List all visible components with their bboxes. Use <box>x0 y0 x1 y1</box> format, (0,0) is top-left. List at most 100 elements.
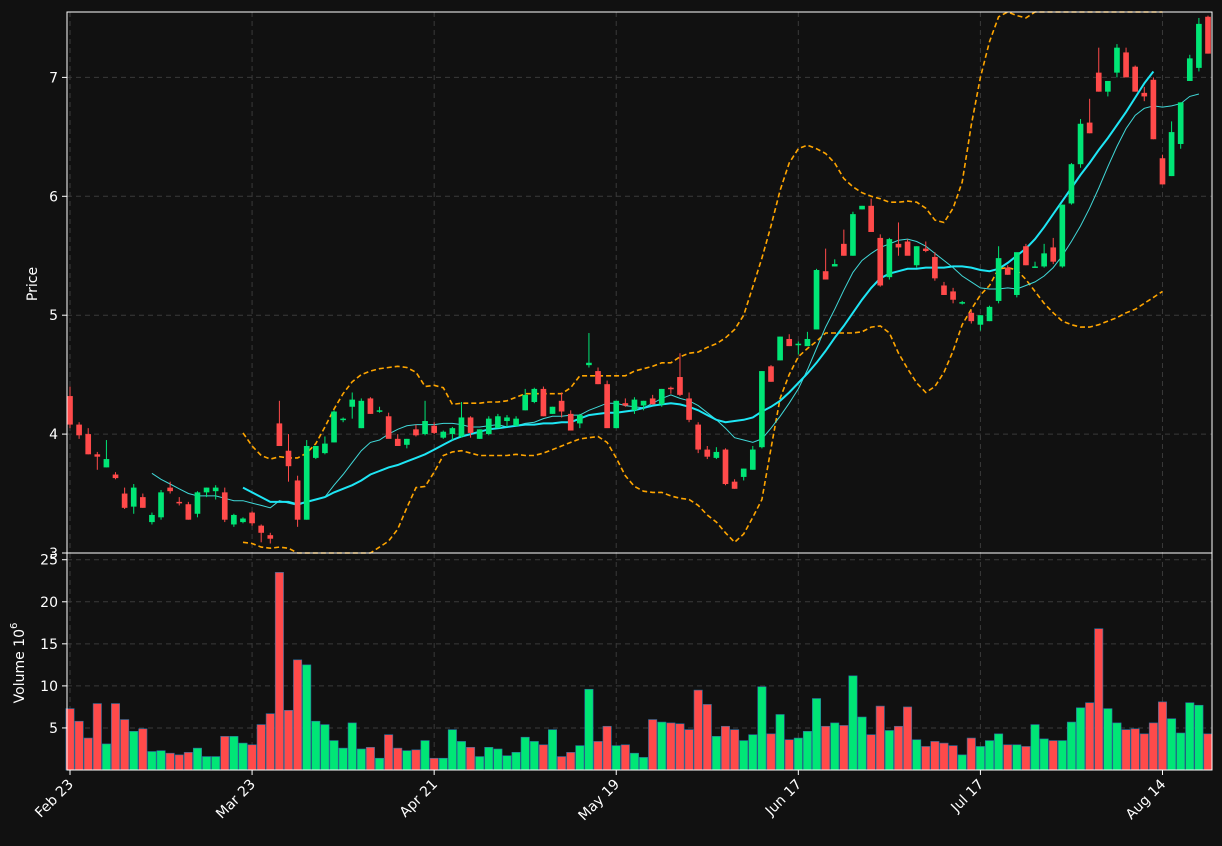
candle-body <box>1077 123 1084 165</box>
candle <box>941 281 947 295</box>
candle-body <box>913 246 920 266</box>
candle-body <box>194 492 201 514</box>
candle-body <box>1013 252 1020 295</box>
candle-body <box>1205 16 1211 54</box>
candle <box>312 445 319 460</box>
candle-body <box>285 450 292 467</box>
volume-bar <box>265 713 275 771</box>
candle-body <box>786 338 793 347</box>
candle <box>385 412 392 439</box>
candle <box>686 392 692 423</box>
volume-tick-label: 10 <box>40 679 58 695</box>
candle <box>913 246 920 268</box>
candle <box>130 484 137 514</box>
candle-body <box>1196 23 1202 68</box>
volume-bar <box>602 725 612 771</box>
candle <box>986 305 993 322</box>
candle-body <box>1177 102 1184 144</box>
volume-bar <box>174 754 184 771</box>
candle-body <box>986 306 993 322</box>
candle <box>1141 86 1148 102</box>
candle <box>995 246 1002 304</box>
candle-body <box>249 512 255 524</box>
volume-bar <box>83 737 93 771</box>
candle <box>731 479 738 489</box>
price-tick-label: 5 <box>49 308 58 324</box>
volume-bar <box>812 698 822 771</box>
candle-body <box>722 449 729 485</box>
volume-bar <box>1066 721 1076 771</box>
candle <box>303 440 310 520</box>
volume-bar <box>411 749 421 771</box>
volume-bar <box>657 721 667 771</box>
candle-body <box>950 291 956 300</box>
candle-body <box>367 398 374 414</box>
candle-body <box>240 518 246 523</box>
candle-body <box>522 394 529 411</box>
volume-bar <box>1085 702 1095 771</box>
candle <box>467 416 474 438</box>
candle-body <box>549 406 556 414</box>
candle-body <box>312 445 319 458</box>
candle-body <box>85 434 92 455</box>
candle <box>777 336 783 361</box>
volume-bar <box>821 725 831 771</box>
candle-body <box>759 371 765 448</box>
candle-body <box>1050 247 1057 262</box>
volume-bar <box>985 740 994 771</box>
volume-bar <box>447 729 457 771</box>
candle-body <box>94 454 101 457</box>
volume-bar <box>111 703 121 771</box>
candle <box>604 380 610 429</box>
volume-bar <box>748 734 758 771</box>
volume-bar <box>311 720 321 771</box>
candle <box>1186 54 1193 81</box>
volume-bar <box>711 736 721 771</box>
candle-body <box>1032 266 1038 268</box>
volume-bar <box>1176 732 1186 771</box>
volume-bar <box>721 725 730 771</box>
candle-body <box>376 410 383 412</box>
volume-bars <box>65 572 1213 771</box>
volume-bar <box>284 709 293 771</box>
candle-body <box>485 418 492 435</box>
candle-body <box>668 387 674 390</box>
volume-bar <box>375 757 385 771</box>
volume-bar <box>739 740 749 771</box>
candle-body <box>303 445 310 520</box>
candle <box>1068 163 1075 205</box>
volume-bar <box>192 747 202 771</box>
candle-body <box>203 487 210 493</box>
volume-bar <box>775 714 785 771</box>
candle-body <box>1141 92 1148 97</box>
volume-bar <box>939 742 949 771</box>
candle-body <box>613 400 620 429</box>
volume-bar <box>693 689 703 771</box>
volume-bar <box>420 740 430 771</box>
volume-bar <box>548 729 557 771</box>
candle-body <box>886 239 893 278</box>
volume-bar <box>666 722 676 771</box>
candle <box>431 422 437 435</box>
candle-body <box>704 449 711 457</box>
volume-bar <box>484 746 494 771</box>
candle <box>267 532 274 544</box>
candle-body <box>1086 122 1093 134</box>
candle <box>85 428 92 455</box>
candle <box>968 310 975 324</box>
panel-frames <box>66 11 1213 771</box>
candle <box>622 398 629 407</box>
candle <box>176 497 183 506</box>
candle-body <box>868 205 874 232</box>
candle-body <box>358 400 365 429</box>
volume-bar <box>648 719 658 771</box>
candle <box>103 440 110 468</box>
candle <box>977 315 984 331</box>
candle-body <box>349 399 356 407</box>
volume-bar <box>429 757 439 771</box>
bollinger-upper-line <box>242 11 1163 460</box>
candle <box>1114 44 1120 78</box>
volume-bar <box>256 724 266 771</box>
candle-body <box>385 416 392 439</box>
